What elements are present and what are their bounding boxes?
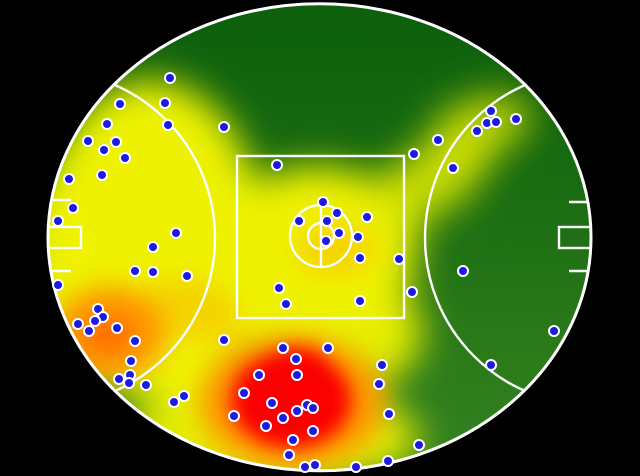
data-point [309, 459, 321, 471]
data-point [485, 105, 497, 117]
data-point [352, 231, 364, 243]
data-point [147, 266, 159, 278]
fifty-metre-arc-left [48, 69, 217, 407]
data-point [393, 253, 405, 265]
data-point [361, 211, 373, 223]
data-point [83, 325, 95, 337]
data-point [164, 72, 176, 84]
data-point [376, 359, 388, 371]
data-point [228, 410, 240, 422]
data-point [111, 322, 123, 334]
data-points-layer [52, 72, 560, 473]
data-point [510, 113, 522, 125]
data-point [307, 425, 319, 437]
data-point [382, 455, 394, 467]
data-point [89, 315, 101, 327]
data-point [485, 359, 497, 371]
data-point [170, 227, 182, 239]
data-point [354, 252, 366, 264]
data-point [271, 159, 283, 171]
data-point [283, 449, 295, 461]
data-point [406, 286, 418, 298]
data-point [52, 279, 64, 291]
data-point [168, 396, 180, 408]
data-point [413, 439, 425, 451]
data-point [373, 378, 385, 390]
data-point [471, 125, 483, 137]
data-point [119, 152, 131, 164]
data-point [317, 196, 329, 208]
data-point [72, 318, 84, 330]
data-point [277, 412, 289, 424]
fifty-metre-arc-right [423, 69, 591, 407]
heat-blob [146, 277, 244, 343]
data-point [266, 397, 278, 409]
data-point [129, 335, 141, 347]
data-point [383, 408, 395, 420]
data-point [273, 282, 285, 294]
data-point [82, 135, 94, 147]
data-point [320, 235, 332, 247]
data-point [218, 121, 230, 133]
data-point [350, 461, 362, 473]
data-point [140, 379, 152, 391]
data-point [260, 420, 272, 432]
data-point [354, 295, 366, 307]
data-point [96, 169, 108, 181]
data-point [253, 369, 265, 381]
data-point [457, 265, 469, 277]
data-point [178, 390, 190, 402]
data-point [113, 373, 125, 385]
data-point [101, 118, 113, 130]
boundary-line [46, 2, 593, 473]
goal-square-left [48, 225, 83, 250]
data-point [280, 298, 292, 310]
data-point [321, 215, 333, 227]
data-point [322, 342, 334, 354]
data-point [447, 162, 459, 174]
data-point [162, 119, 174, 131]
data-point [408, 148, 420, 160]
data-point [52, 215, 64, 227]
data-point [293, 215, 305, 227]
data-point [63, 173, 75, 185]
data-point [181, 270, 193, 282]
data-point [238, 387, 250, 399]
data-point [98, 144, 110, 156]
data-point [110, 136, 122, 148]
data-point [147, 241, 159, 253]
data-point [548, 325, 560, 337]
data-point [114, 98, 126, 110]
data-point [159, 97, 171, 109]
data-point [432, 134, 444, 146]
data-point [67, 202, 79, 214]
centre-square [235, 154, 406, 320]
data-point [299, 461, 311, 473]
data-point [125, 355, 137, 367]
data-point [218, 334, 230, 346]
data-point [277, 342, 289, 354]
data-point [307, 402, 319, 414]
data-point [291, 405, 303, 417]
data-point [291, 369, 303, 381]
data-point [490, 116, 502, 128]
data-point [331, 207, 343, 219]
data-point [333, 227, 345, 239]
data-point [123, 377, 135, 389]
goal-square-right [557, 225, 591, 250]
data-point [129, 265, 141, 277]
data-point [287, 434, 299, 446]
data-point [290, 353, 302, 365]
